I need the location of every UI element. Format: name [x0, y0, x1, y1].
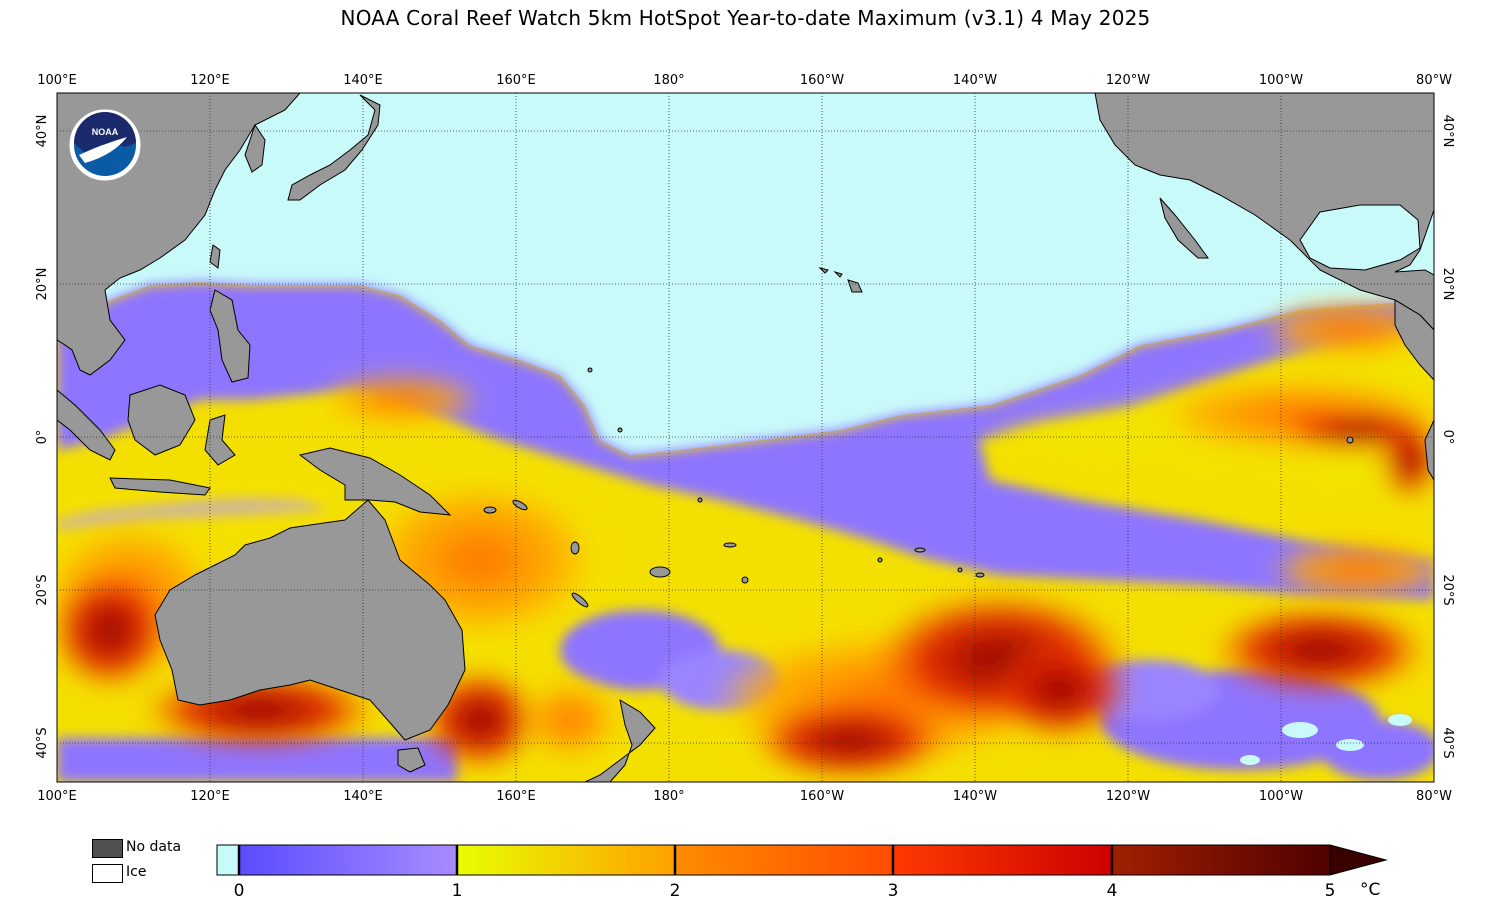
lat-label-right: 0°	[1440, 430, 1455, 445]
baja-land	[1159, 197, 1209, 259]
new-zealand-land	[584, 698, 656, 782]
sulawesi-land	[204, 414, 236, 466]
colorbar-segment-4-5	[1112, 845, 1330, 875]
philippines-land	[209, 289, 251, 383]
map-field	[57, 93, 1434, 782]
australia-land	[154, 499, 466, 741]
colorbar-below-zero	[216, 844, 240, 876]
lon-label-bottom: 180°	[653, 789, 684, 804]
lon-label-top: 160°E	[496, 73, 536, 88]
south-america-land	[1424, 419, 1434, 481]
no-stress-ocean	[57, 93, 1434, 455]
lat-label-right: 20°S	[1440, 574, 1455, 605]
axis-labels: 100°E 100°E 120°E 120°E 140°E 140°E 160°E 160°E…	[35, 73, 1455, 804]
equatorial-warm-tongue	[980, 300, 1434, 500]
colorbar-tick-3: 3	[887, 881, 899, 901]
lat-label-right: 20°N	[1440, 268, 1455, 301]
lon-label-top: 160°W	[800, 73, 844, 88]
high-stress-areas	[57, 375, 1434, 780]
colorbar-unit: °C	[1360, 880, 1381, 900]
map-frame	[56, 92, 1435, 783]
java-land	[109, 477, 211, 496]
lon-label-top: 140°E	[343, 73, 383, 88]
lon-label-top: 100°E	[37, 73, 77, 88]
lat-label-left: 20°N	[35, 268, 50, 301]
hawaii-land	[847, 279, 863, 293]
lon-label-bottom: 100°E	[37, 789, 77, 804]
map-title: NOAA Coral Reef Watch 5km HotSpot Year-t…	[340, 6, 1151, 30]
colorbar-tick-5: 5	[1324, 881, 1336, 901]
lon-label-top: 180°	[653, 73, 684, 88]
lon-label-bottom: 140°W	[953, 789, 997, 804]
colorbar-tick-1: 1	[451, 881, 463, 901]
colorbar-segment-0-1	[239, 845, 457, 875]
noaa-logo-text: NOAA	[92, 127, 119, 137]
lat-label-right: 40°N	[1440, 115, 1455, 148]
lon-label-bottom: 160°E	[496, 789, 536, 804]
lon-label-top: 100°W	[1259, 73, 1303, 88]
ice-patches	[1240, 714, 1412, 765]
hawaii-small-islands	[818, 267, 843, 278]
pacific-islands	[483, 367, 1354, 608]
colorbar	[216, 844, 1388, 876]
lon-label-top: 80°W	[1416, 73, 1452, 88]
colorbar-ticks	[237, 845, 1114, 875]
lon-label-bottom: 120°W	[1106, 789, 1150, 804]
lat-label-left: 40°S	[35, 727, 50, 758]
no-data-label: No data	[126, 839, 182, 855]
colorbar-tick-2: 2	[669, 881, 681, 901]
tasmania-land	[397, 747, 426, 773]
lon-label-bottom: 140°E	[343, 789, 383, 804]
north-america-land	[1094, 93, 1434, 331]
colorbar-segment-2-3	[675, 845, 893, 875]
lon-label-top: 120°E	[190, 73, 230, 88]
colorbar-segment-1-2	[457, 845, 675, 875]
colorbar-extend-arrow	[1329, 844, 1388, 876]
noaa-seal-icon: NOAA	[68, 108, 142, 182]
lon-label-top: 120°W	[1106, 73, 1150, 88]
lat-label-right: 40°S	[1440, 727, 1455, 758]
low-stress-band	[57, 282, 1434, 782]
taiwan-land	[209, 244, 221, 269]
central-america-land	[1394, 299, 1434, 381]
borneo-land	[127, 384, 196, 456]
new-guinea-land	[298, 447, 452, 516]
lon-label-bottom: 80°W	[1416, 789, 1452, 804]
lon-label-bottom: 120°E	[190, 789, 230, 804]
colorbar-tick-0: 0	[233, 881, 245, 901]
lon-label-top: 140°W	[953, 73, 997, 88]
gulf-of-mexico	[1299, 204, 1421, 271]
graticule	[57, 93, 1434, 782]
no-data-swatch	[92, 839, 123, 858]
colorbar-segment-3-4	[893, 845, 1112, 875]
lon-label-bottom: 160°W	[800, 789, 844, 804]
lat-label-left: 40°N	[35, 115, 50, 148]
lat-label-left: 20°S	[35, 574, 50, 605]
ice-swatch	[92, 864, 123, 883]
lat-label-left: 0°	[35, 430, 50, 445]
sumatra-land	[57, 389, 116, 461]
ice-label: Ice	[126, 864, 147, 880]
colorbar-tick-4: 4	[1106, 881, 1118, 901]
korea-land	[244, 123, 266, 173]
japan-land	[287, 94, 381, 201]
lon-label-bottom: 100°W	[1259, 789, 1303, 804]
